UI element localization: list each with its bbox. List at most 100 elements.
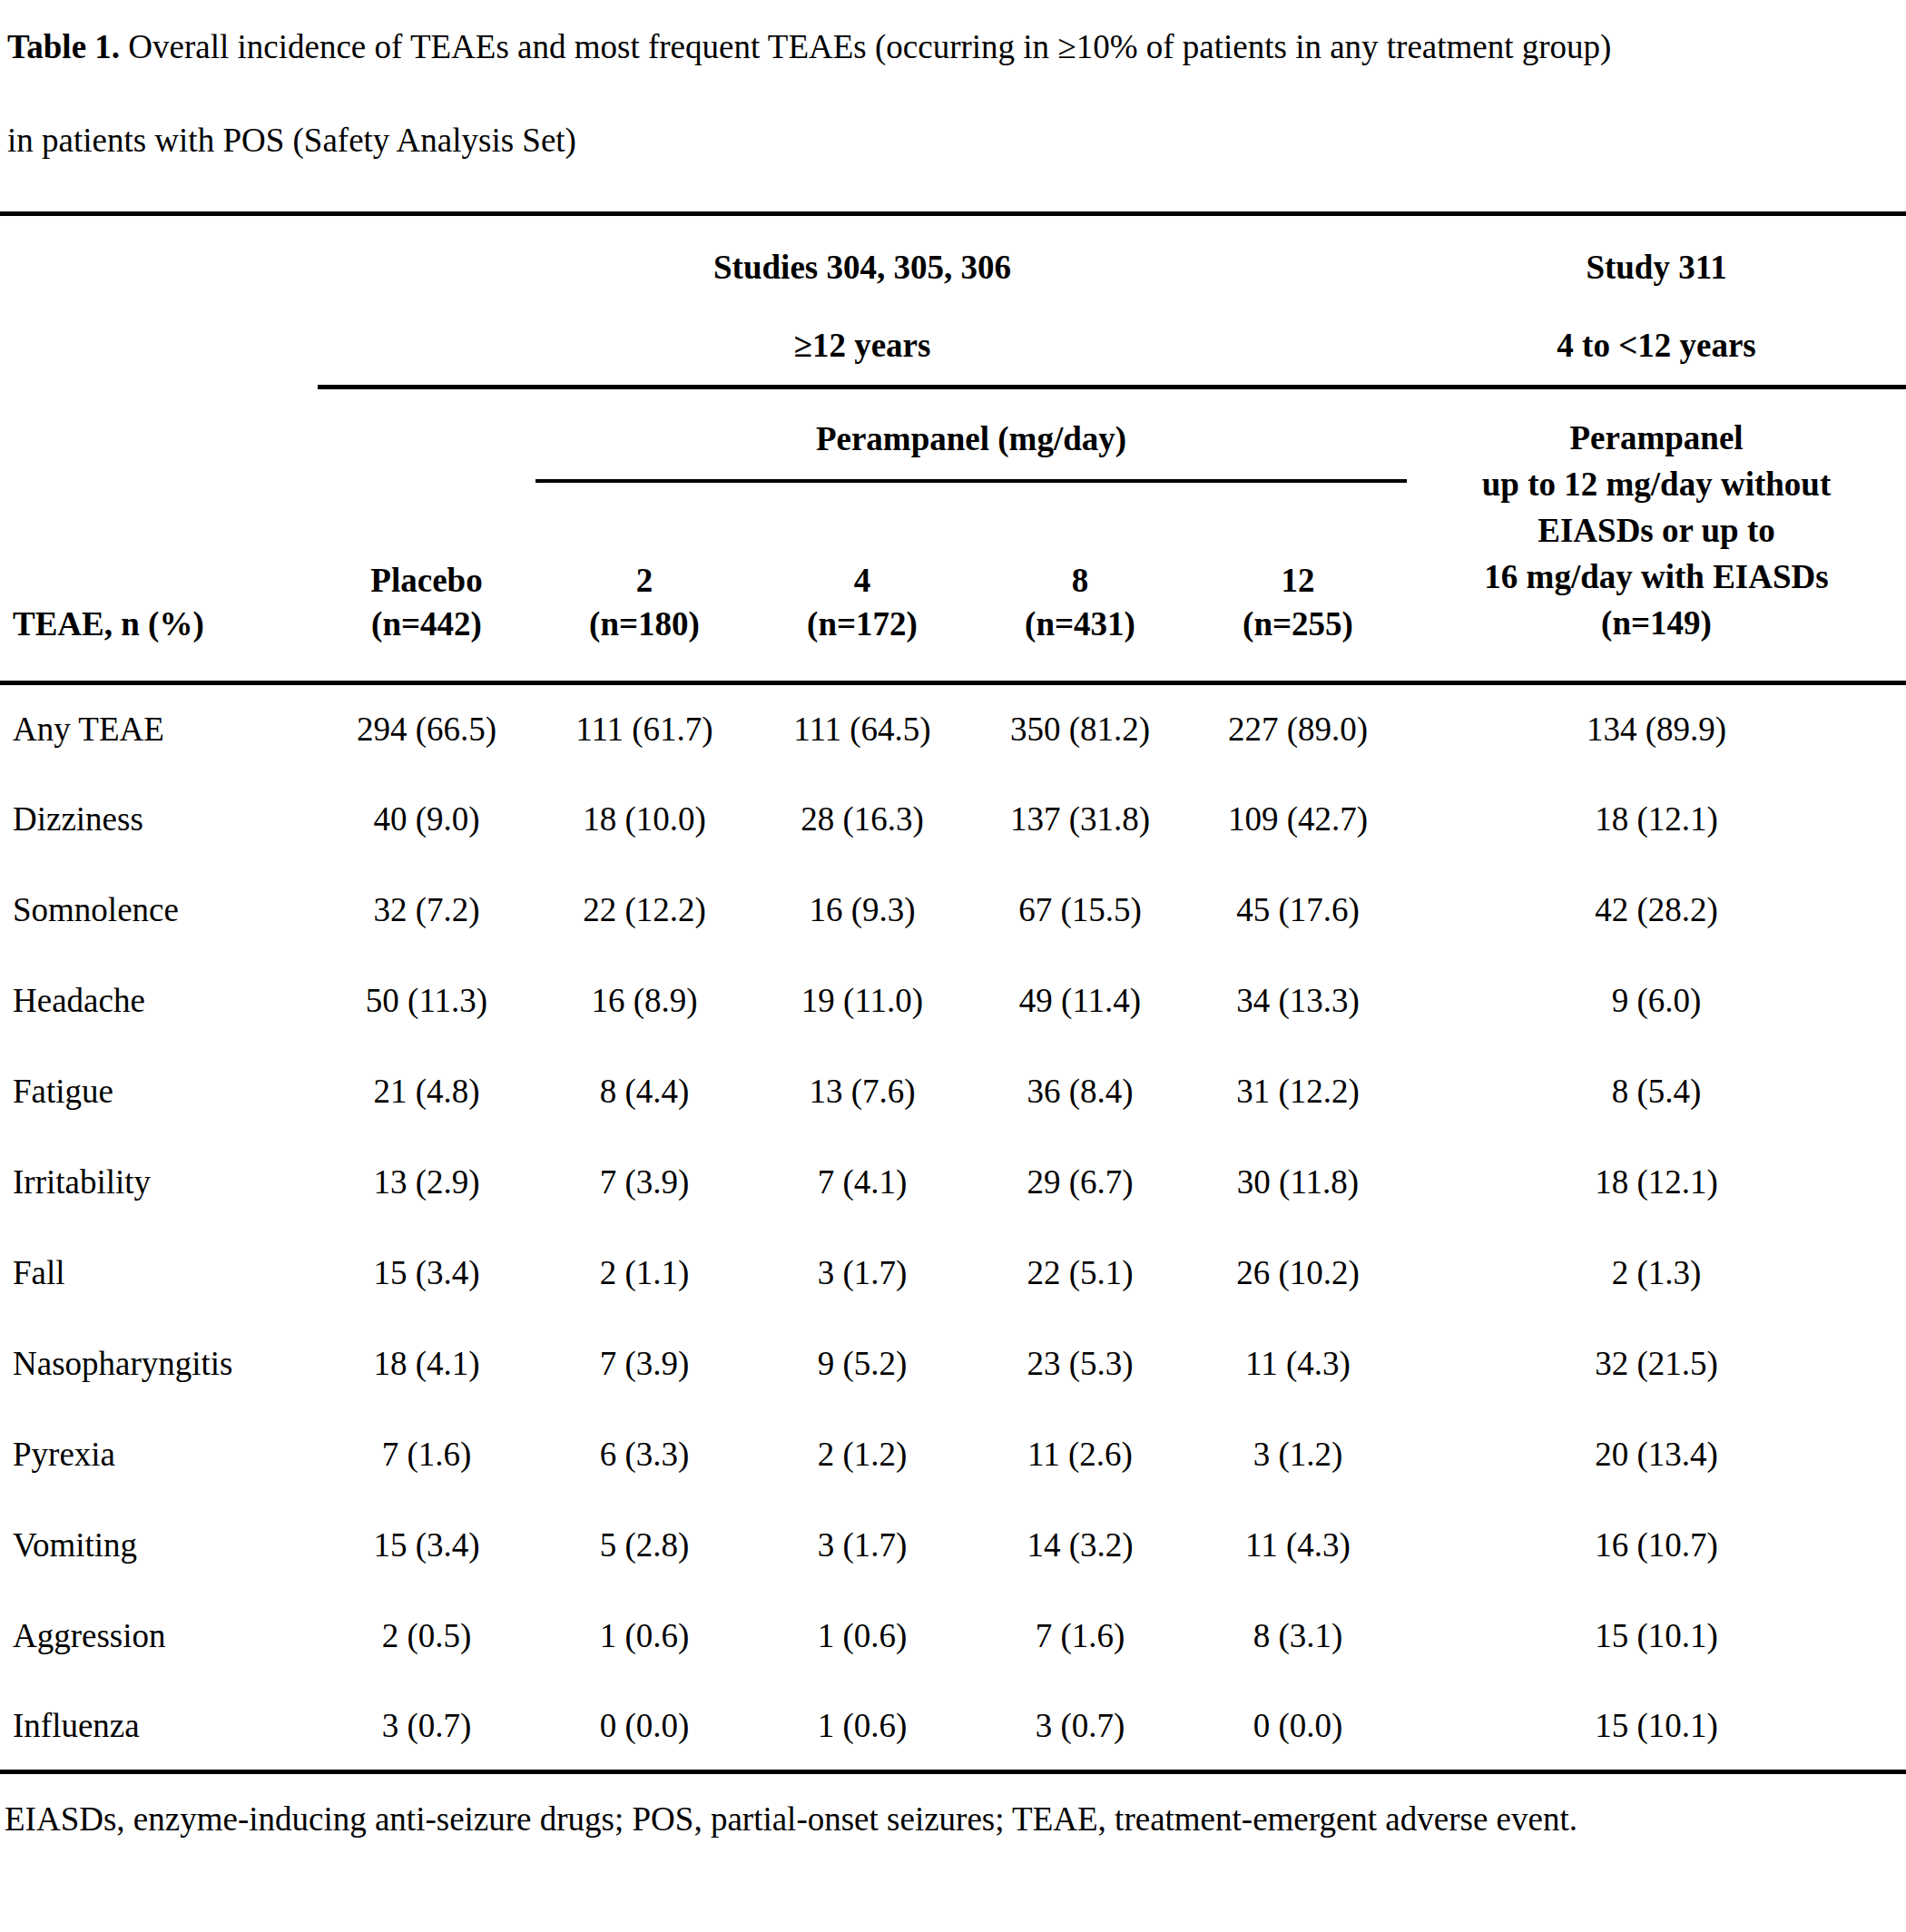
footnote: EIASDs, enzyme-inducing anti-seizure dru… <box>0 1774 1770 1865</box>
table-row: Pyrexia 7 (1.6) 6 (3.3) 2 (1.2) 11 (2.6)… <box>0 1409 1906 1500</box>
value-cell: 30 (11.8) <box>1189 1137 1407 1228</box>
value-cell: 11 (4.3) <box>1189 1319 1407 1409</box>
value-cell: 3 (1.7) <box>753 1500 971 1591</box>
value-cell: 15 (10.1) <box>1407 1591 1906 1682</box>
perampanel-header-spacer-2 <box>318 387 535 481</box>
value-cell: 13 (7.6) <box>753 1046 971 1137</box>
value-cell: 34 (13.3) <box>1189 956 1407 1046</box>
value-cell: 18 (12.1) <box>1407 1137 1906 1228</box>
value-cell: 29 (6.7) <box>971 1137 1189 1228</box>
column-header-n: (n=442) <box>318 603 535 646</box>
column-header-label: Placebo <box>318 559 535 603</box>
column-header-label: 12 <box>1189 559 1407 603</box>
group-header-study-311: Study 311 4 to <12 years <box>1407 214 1906 387</box>
table-row: Dizziness 40 (9.0) 18 (10.0) 28 (16.3) 1… <box>0 774 1906 865</box>
column-header-placebo: Placebo (n=442) <box>318 481 535 683</box>
group-header-studies-line2: ≥12 years <box>318 307 1407 385</box>
column-header-n: (n=431) <box>971 603 1189 646</box>
value-cell: 3 (0.7) <box>971 1682 1189 1772</box>
value-cell: 50 (11.3) <box>318 956 535 1046</box>
value-cell: 36 (8.4) <box>971 1046 1189 1137</box>
value-cell: 31 (12.2) <box>1189 1046 1407 1137</box>
stub-header: TEAE, n (%) <box>0 481 318 683</box>
page: Table 1. Overall incidence of TEAEs and … <box>0 0 1906 1932</box>
value-cell: 6 (3.3) <box>535 1409 753 1500</box>
value-cell: 18 (10.0) <box>535 774 753 865</box>
value-cell: 8 (4.4) <box>535 1046 753 1137</box>
value-cell: 18 (4.1) <box>318 1319 535 1409</box>
table-row: Nasopharyngitis 18 (4.1) 7 (3.9) 9 (5.2)… <box>0 1319 1906 1409</box>
value-cell: 227 (89.0) <box>1189 683 1407 774</box>
value-cell: 8 (3.1) <box>1189 1591 1407 1682</box>
value-cell: 16 (10.7) <box>1407 1500 1906 1591</box>
table-header: Studies 304, 305, 306 ≥12 years Study 31… <box>0 214 1906 683</box>
value-cell: 22 (5.1) <box>971 1228 1189 1319</box>
value-cell: 7 (1.6) <box>971 1591 1189 1682</box>
teae-label: Headache <box>0 956 318 1046</box>
column-header-n: (n=172) <box>753 603 971 646</box>
value-cell: 40 (9.0) <box>318 774 535 865</box>
value-cell: 49 (11.4) <box>971 956 1189 1046</box>
group-header-spacer <box>0 214 318 387</box>
value-cell: 32 (21.5) <box>1407 1319 1906 1409</box>
perampanel-span-header: Perampanel (mg/day) <box>535 387 1407 481</box>
teae-label: Pyrexia <box>0 1409 318 1500</box>
column-header-n: (n=255) <box>1189 603 1407 646</box>
perampanel-header-row: Perampanel (mg/day) Perampanel up to 12 … <box>0 387 1906 481</box>
value-cell: 9 (5.2) <box>753 1319 971 1409</box>
column-header-2mg: 2 (n=180) <box>535 481 753 683</box>
pediatric-header-line4: 16 mg/day with EIASDs <box>1407 554 1906 600</box>
table-row: Irritability 13 (2.9) 7 (3.9) 7 (4.1) 29… <box>0 1137 1906 1228</box>
column-header-n: (n=180) <box>535 603 753 646</box>
value-cell: 2 (1.1) <box>535 1228 753 1319</box>
table-row: Fatigue 21 (4.8) 8 (4.4) 13 (7.6) 36 (8.… <box>0 1046 1906 1137</box>
value-cell: 18 (12.1) <box>1407 774 1906 865</box>
column-header-label: 4 <box>753 559 971 603</box>
column-header-label: 2 <box>535 559 753 603</box>
value-cell: 109 (42.7) <box>1189 774 1407 865</box>
value-cell: 3 (1.7) <box>753 1228 971 1319</box>
value-cell: 32 (7.2) <box>318 865 535 956</box>
value-cell: 21 (4.8) <box>318 1046 535 1137</box>
value-cell: 23 (5.3) <box>971 1319 1189 1409</box>
pediatric-header-line1: Perampanel <box>1407 415 1906 461</box>
value-cell: 111 (61.7) <box>535 683 753 774</box>
value-cell: 294 (66.5) <box>318 683 535 774</box>
value-cell: 3 (0.7) <box>318 1682 535 1772</box>
value-cell: 0 (0.0) <box>535 1682 753 1772</box>
table-row: Fall 15 (3.4) 2 (1.1) 3 (1.7) 22 (5.1) 2… <box>0 1228 1906 1319</box>
value-cell: 13 (2.9) <box>318 1137 535 1228</box>
value-cell: 22 (12.2) <box>535 865 753 956</box>
group-header-study311-line2: 4 to <12 years <box>1407 307 1906 385</box>
value-cell: 15 (10.1) <box>1407 1682 1906 1772</box>
teae-label: Fall <box>0 1228 318 1319</box>
value-cell: 16 (8.9) <box>535 956 753 1046</box>
table-body: Any TEAE 294 (66.5) 111 (61.7) 111 (64.5… <box>0 683 1906 1772</box>
value-cell: 20 (13.4) <box>1407 1409 1906 1500</box>
table-row: Aggression 2 (0.5) 1 (0.6) 1 (0.6) 7 (1.… <box>0 1591 1906 1682</box>
teae-label: Any TEAE <box>0 683 318 774</box>
value-cell: 5 (2.8) <box>535 1500 753 1591</box>
teae-label: Fatigue <box>0 1046 318 1137</box>
value-cell: 26 (10.2) <box>1189 1228 1407 1319</box>
column-header-4mg: 4 (n=172) <box>753 481 971 683</box>
perampanel-pediatric-column-header: Perampanel up to 12 mg/day without EIASD… <box>1407 387 1906 683</box>
teae-label: Irritability <box>0 1137 318 1228</box>
table-caption: Table 1. Overall incidence of TEAEs and … <box>0 0 1643 187</box>
value-cell: 137 (31.8) <box>971 774 1189 865</box>
pediatric-header-line2: up to 12 mg/day without <box>1407 461 1906 507</box>
value-cell: 7 (4.1) <box>753 1137 971 1228</box>
teae-label: Dizziness <box>0 774 318 865</box>
value-cell: 16 (9.3) <box>753 865 971 956</box>
value-cell: 9 (6.0) <box>1407 956 1906 1046</box>
column-header-8mg: 8 (n=431) <box>971 481 1189 683</box>
value-cell: 15 (3.4) <box>318 1500 535 1591</box>
value-cell: 3 (1.2) <box>1189 1409 1407 1500</box>
table-row: Influenza 3 (0.7) 0 (0.0) 1 (0.6) 3 (0.7… <box>0 1682 1906 1772</box>
value-cell: 11 (4.3) <box>1189 1500 1407 1591</box>
value-cell: 350 (81.2) <box>971 683 1189 774</box>
teae-label: Somnolence <box>0 865 318 956</box>
column-header-label: 8 <box>971 559 1189 603</box>
teae-table: Studies 304, 305, 306 ≥12 years Study 31… <box>0 211 1906 1774</box>
value-cell: 2 (0.5) <box>318 1591 535 1682</box>
